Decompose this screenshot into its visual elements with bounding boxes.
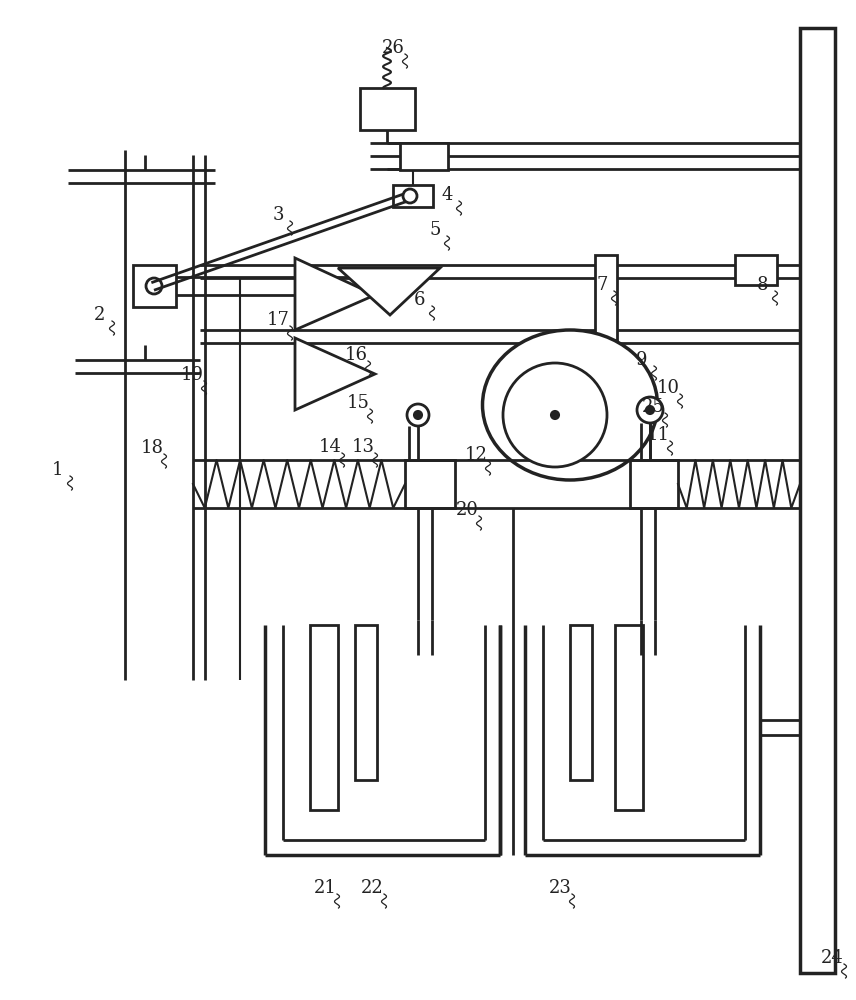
Text: 13: 13: [352, 438, 374, 456]
Circle shape: [551, 411, 559, 419]
Text: 25: 25: [642, 398, 664, 416]
Bar: [630, 460, 678, 508]
Text: 6: 6: [414, 291, 425, 309]
Bar: [400, 143, 448, 170]
Text: 24: 24: [821, 949, 843, 967]
Bar: [133, 265, 176, 307]
Polygon shape: [295, 258, 375, 330]
Text: 14: 14: [318, 438, 342, 456]
Bar: [800, 28, 835, 973]
Text: 4: 4: [442, 186, 453, 204]
Circle shape: [503, 363, 607, 467]
Text: 23: 23: [549, 879, 572, 897]
Text: 18: 18: [140, 439, 163, 457]
Bar: [360, 88, 415, 130]
Text: 22: 22: [360, 879, 383, 897]
Text: 7: 7: [597, 276, 608, 294]
Bar: [355, 625, 377, 780]
Text: 15: 15: [347, 394, 370, 412]
Bar: [393, 185, 433, 207]
Text: 16: 16: [344, 346, 367, 364]
Bar: [405, 460, 455, 508]
Text: 20: 20: [455, 501, 479, 519]
Text: 12: 12: [465, 446, 487, 464]
Text: 8: 8: [758, 276, 769, 294]
Text: 10: 10: [657, 379, 680, 397]
Bar: [615, 625, 643, 810]
Text: 5: 5: [430, 221, 441, 239]
Text: 21: 21: [313, 879, 336, 897]
Circle shape: [637, 397, 663, 423]
Circle shape: [146, 278, 162, 294]
Text: 2: 2: [94, 306, 105, 324]
Bar: [735, 255, 777, 285]
Text: 17: 17: [266, 311, 289, 329]
Bar: [570, 625, 592, 780]
Text: 9: 9: [636, 351, 648, 369]
Text: 1: 1: [52, 461, 63, 479]
Text: 3: 3: [272, 206, 283, 224]
Text: 19: 19: [181, 366, 204, 384]
Circle shape: [403, 189, 417, 203]
Bar: [310, 625, 338, 810]
Text: 11: 11: [646, 426, 669, 444]
Ellipse shape: [483, 330, 657, 480]
Circle shape: [646, 406, 654, 414]
Polygon shape: [295, 338, 375, 410]
Text: 26: 26: [382, 39, 404, 57]
Circle shape: [407, 404, 429, 426]
Bar: [595, 255, 617, 340]
Polygon shape: [338, 268, 440, 315]
Circle shape: [414, 411, 422, 419]
